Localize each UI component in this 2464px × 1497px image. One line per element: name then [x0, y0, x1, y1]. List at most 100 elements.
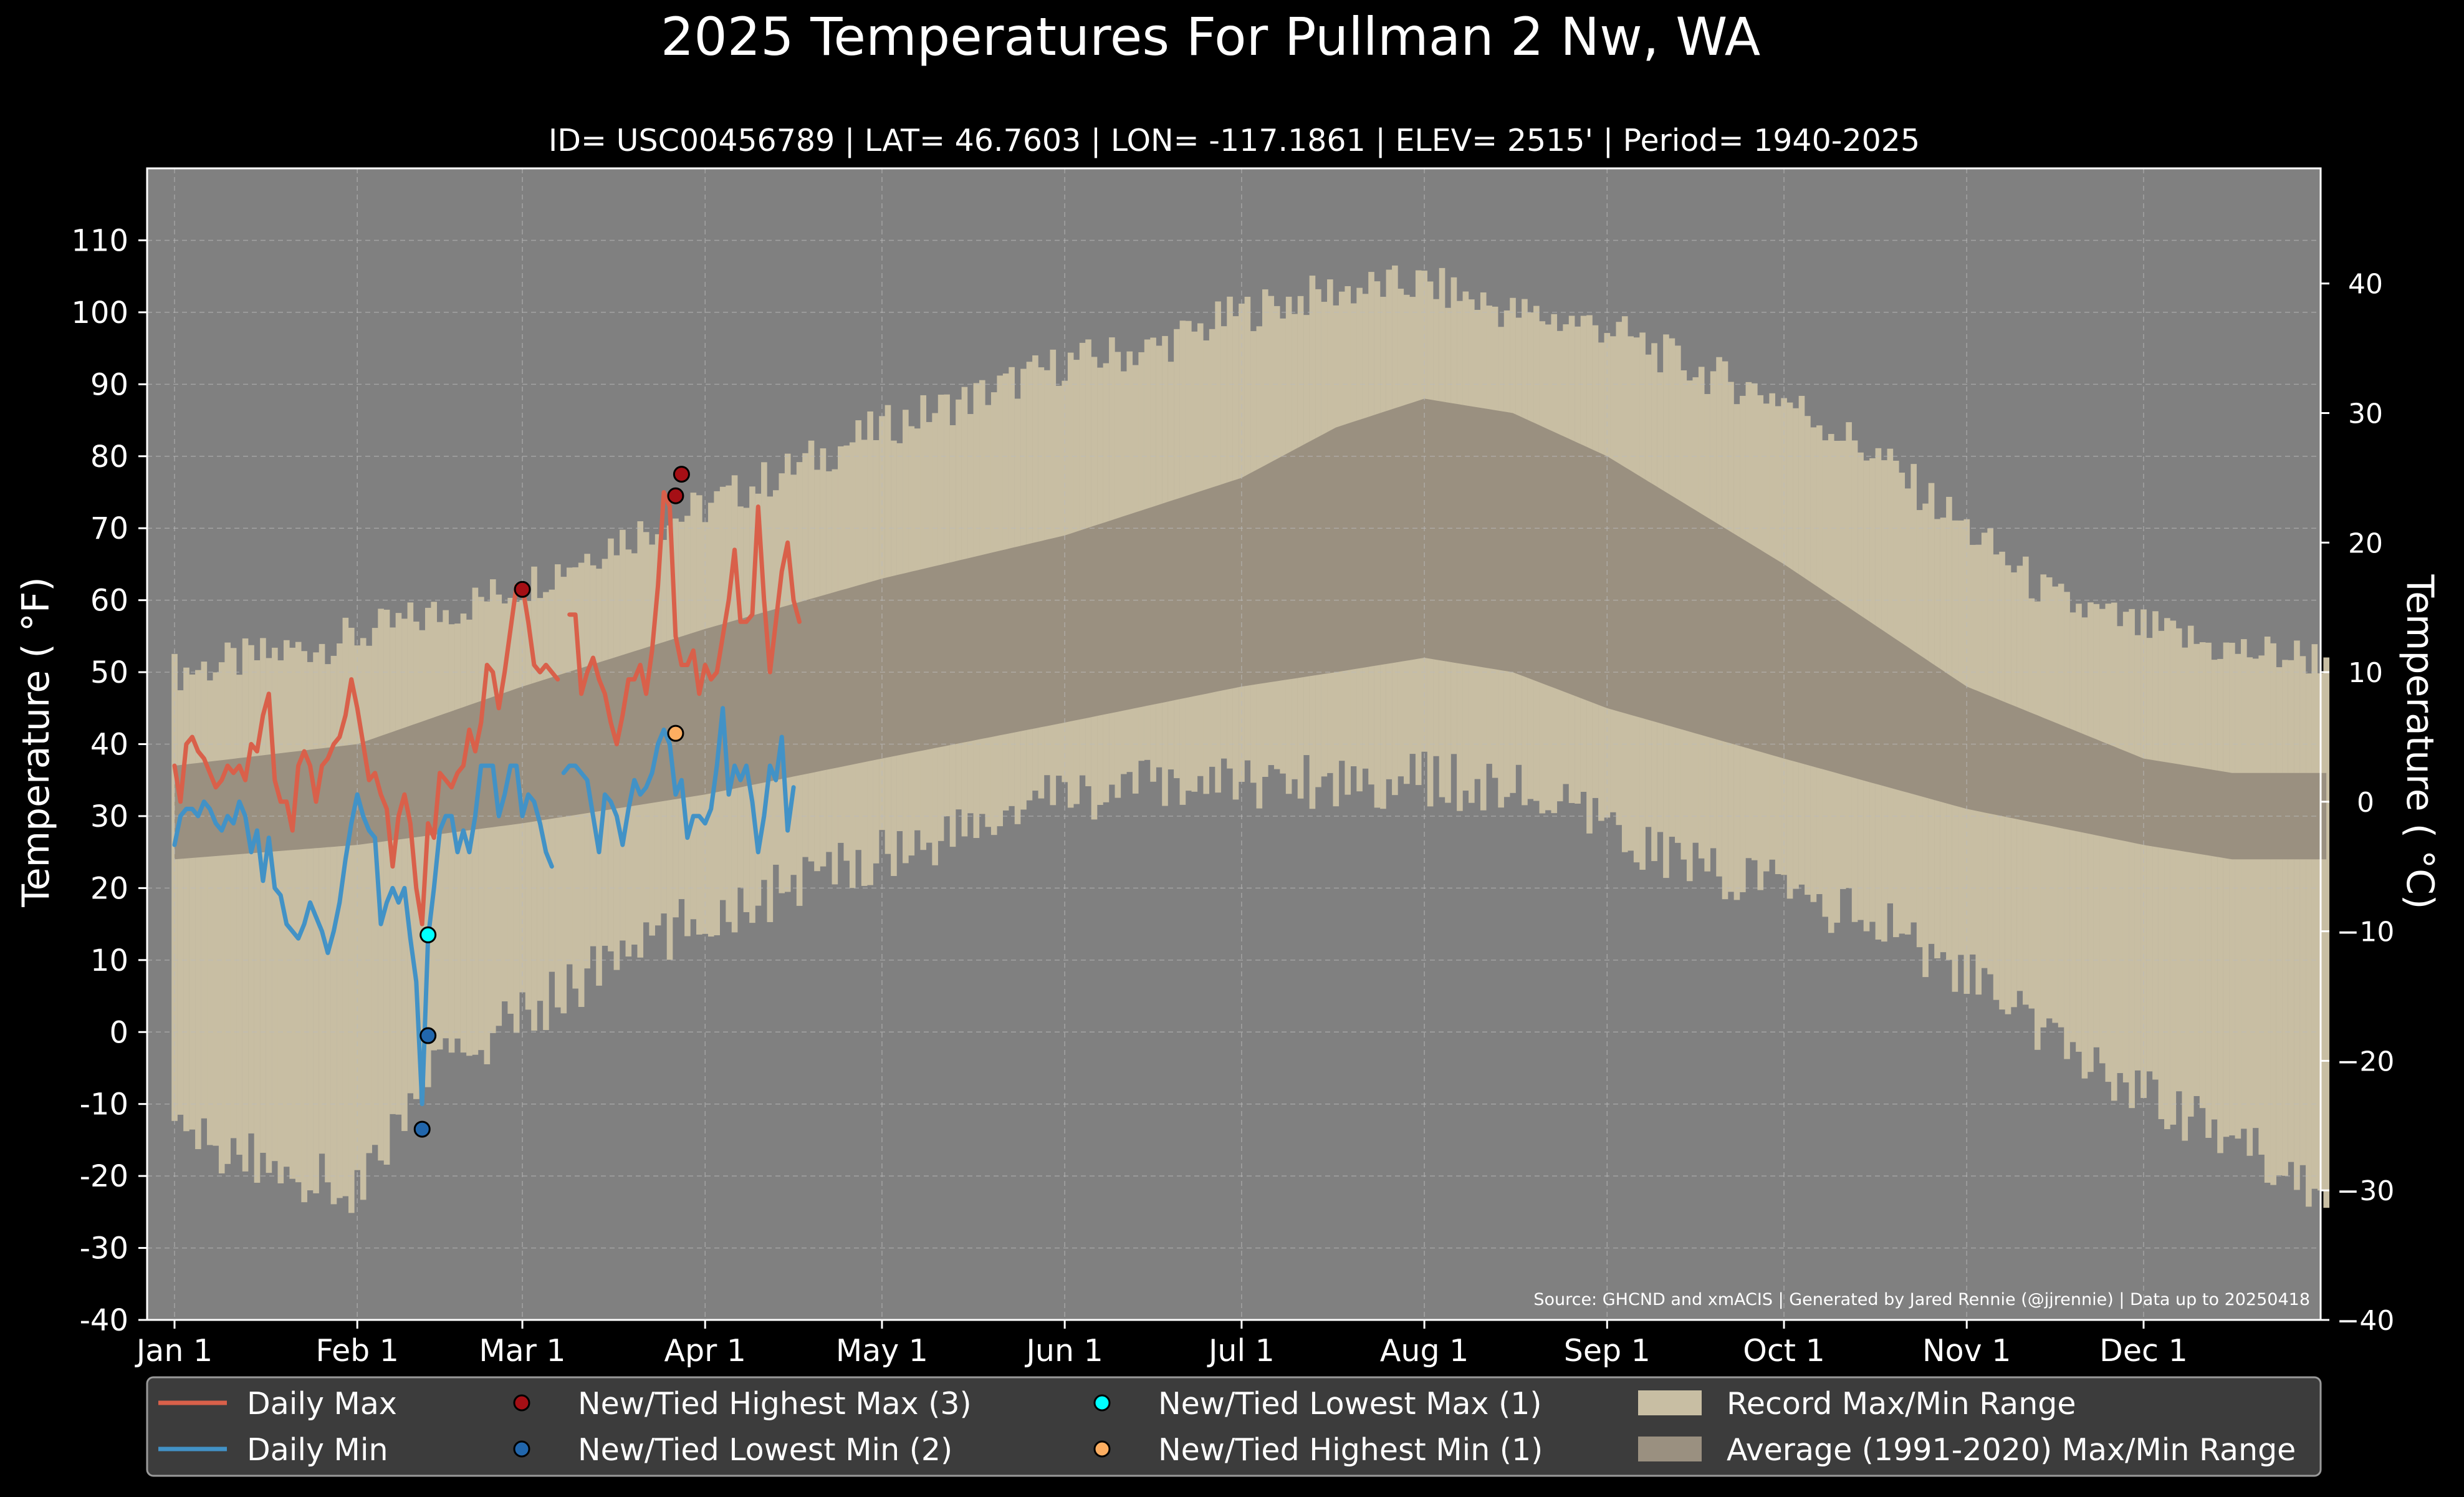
legend-item: New/Tied Lowest Max (1) — [1093, 1386, 1542, 1422]
y-axis-label-right: Temperature ( °C) — [2398, 574, 2442, 910]
legend-dot-swatch — [1093, 1394, 1111, 1412]
record-range-bar — [283, 640, 290, 1167]
record-range-bar — [254, 660, 261, 1183]
record-range-bar — [2081, 617, 2088, 1079]
record-range-bar — [2182, 647, 2188, 1141]
x-tick-label: Jan 1 — [135, 1333, 213, 1369]
record-range-bar — [277, 660, 284, 1183]
record-range-bar — [272, 647, 278, 1162]
record-range-bar — [348, 627, 355, 1213]
record-range-bar — [2129, 609, 2135, 1109]
source-note: Source: GHCND and xmACIS | Generated by … — [1533, 1290, 2310, 1309]
record-range-bar — [325, 664, 331, 1183]
record-range-bar — [2252, 658, 2259, 1129]
legend-item: New/Tied Highest Max (3) — [513, 1386, 972, 1422]
y-right-tick-label: 30 — [2348, 398, 2383, 430]
record-range-bar — [354, 645, 361, 1170]
y-axis-label-left: Temperature ( °F) — [14, 577, 58, 908]
record-range-bar — [224, 642, 231, 1164]
highest-min-record-point — [667, 724, 684, 742]
y-left-tick-label: 90 — [90, 367, 128, 402]
record-range-bar — [2276, 667, 2283, 1175]
legend-item: Daily Max — [158, 1386, 397, 1422]
legend-label: New/Tied Lowest Min (2) — [578, 1432, 952, 1468]
record-range-bar — [2111, 602, 2117, 1101]
record-range-bar — [366, 645, 372, 1153]
legend-item: Daily Min — [158, 1432, 388, 1468]
daily-min-line — [172, 763, 554, 1107]
record-range-bar — [413, 621, 419, 1099]
legend-item: New/Tied Highest Min (1) — [1093, 1432, 1543, 1468]
chart-subtitle: ID= USC00456789 | LAT= 46.7603 | LON= -1… — [549, 123, 1920, 158]
x-tick-label: Sep 1 — [1564, 1333, 1651, 1369]
legend-dot-swatch — [513, 1394, 530, 1412]
y-left-tick-label: 60 — [90, 584, 128, 619]
record-range-bar — [260, 638, 266, 1153]
record-range-bar — [419, 630, 426, 1072]
record-range-bar — [319, 643, 325, 1154]
record-range-bar — [289, 647, 296, 1179]
record-range-bar — [213, 672, 219, 1146]
x-tick-label: May 1 — [836, 1333, 928, 1369]
x-tick-label: Jun 1 — [1024, 1333, 1103, 1369]
y-left-tick-label: -10 — [80, 1087, 128, 1122]
y-right-tick-label: 0 — [2357, 787, 2374, 819]
record-range-bar — [189, 674, 196, 1130]
record-range-bar — [2205, 642, 2212, 1138]
x-tick-label: Oct 1 — [1743, 1333, 1824, 1369]
record-range-bar — [2187, 625, 2194, 1117]
daily-max-line — [172, 584, 560, 927]
legend-label: Daily Min — [247, 1432, 388, 1468]
record-range-bar — [2117, 626, 2124, 1074]
legend-box-swatch — [1638, 1437, 1702, 1461]
y-left-tick-label: 80 — [90, 440, 128, 474]
y-left-tick-label: 0 — [109, 1015, 128, 1050]
record-range-bar — [2105, 604, 2112, 1082]
lowest-max-record-point — [419, 926, 437, 943]
record-range-bar — [2199, 642, 2206, 1109]
record-range-bar — [2164, 618, 2170, 1130]
y-right-tick-label: 40 — [2348, 269, 2383, 301]
record-range-bar — [395, 613, 402, 1115]
y-left-tick-label: 100 — [71, 296, 128, 330]
x-tick-label: Aug 1 — [1380, 1333, 1469, 1369]
record-range-bar — [2223, 642, 2230, 1137]
record-range-bar — [2217, 658, 2223, 1153]
plot-area: -40-30-20-100102030405060708090100110−40… — [71, 167, 2395, 1369]
daily-max-line — [567, 490, 802, 746]
legend-dot-swatch — [1093, 1440, 1111, 1458]
record-range-bar — [2146, 638, 2153, 1072]
y-left-tick-label: 70 — [90, 511, 128, 546]
x-tick-label: Jul 1 — [1207, 1333, 1275, 1369]
record-range-bar — [2235, 653, 2241, 1139]
record-range-bar — [201, 662, 208, 1119]
y-left-tick-label: 20 — [90, 871, 128, 906]
record-range-bar — [207, 680, 213, 1145]
y-right-tick-label: 20 — [2348, 527, 2383, 559]
record-range-bar — [484, 601, 491, 1064]
y-right-tick-label: −20 — [2337, 1046, 2395, 1077]
record-range-bar — [2170, 620, 2177, 1125]
y-left-tick-label: -40 — [80, 1303, 128, 1338]
record-range-bar — [2175, 628, 2182, 1092]
y-left-tick-label: -30 — [80, 1231, 128, 1266]
record-range-bar — [2229, 642, 2235, 1136]
record-range-bar — [248, 645, 254, 1134]
record-range-bar — [242, 638, 249, 1172]
record-range-bar — [466, 619, 472, 1056]
record-range-bar — [266, 658, 272, 1173]
legend: Daily Max Daily Min New/Tied Highest Max (… — [146, 1376, 2322, 1477]
chart-title: 2025 Temperatures For Pullman 2 Nw, WA — [661, 6, 1760, 67]
record-range-bar — [360, 638, 367, 1200]
legend-dot-swatch — [513, 1440, 530, 1458]
record-range-bar — [230, 648, 237, 1138]
daily-min-line — [561, 706, 796, 855]
record-range-bar — [2299, 656, 2306, 1165]
record-range-bar — [378, 609, 384, 1161]
legend-label: Record Max/Min Range — [1727, 1386, 2076, 1422]
legend-label: New/Tied Lowest Max (1) — [1158, 1386, 1542, 1422]
record-range-bar — [195, 670, 201, 1150]
legend-label: Daily Max — [247, 1386, 397, 1422]
record-range-bar — [236, 675, 242, 1155]
y-right-tick-label: 10 — [2348, 657, 2383, 689]
